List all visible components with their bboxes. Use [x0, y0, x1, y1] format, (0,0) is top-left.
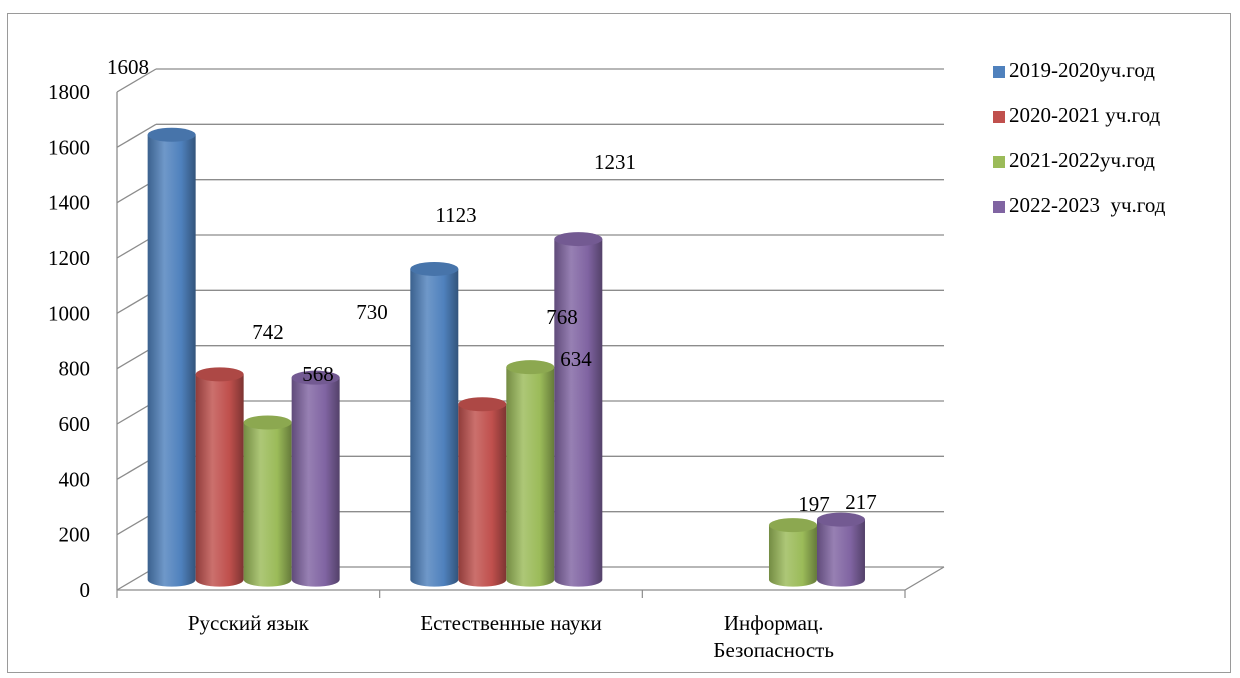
y-tick-label: 1200 — [48, 246, 90, 270]
bar-top — [147, 127, 196, 142]
bar-top — [458, 397, 507, 412]
data-label: 197 — [798, 492, 830, 516]
data-label: 1231 — [594, 150, 636, 174]
bar-body — [768, 525, 817, 587]
y-tick-label: 1400 — [48, 191, 90, 215]
data-label: 568 — [302, 362, 334, 386]
legend-swatch — [993, 201, 1005, 213]
bar-top — [291, 370, 340, 385]
bar-body — [458, 404, 507, 587]
y-tick-label: 200 — [59, 523, 91, 547]
axis-layer: 0 200 400 600 800 1000 1200 1400 1600 1800 Русский… — [48, 80, 906, 662]
y-tick-label: 600 — [59, 412, 91, 436]
x-tick-label: Безопасность — [713, 638, 834, 662]
legend-swatch — [993, 111, 1005, 123]
y-tick-label: 800 — [59, 357, 91, 381]
y-tick-label: 400 — [59, 467, 91, 491]
x-tick-label: Естественные науки — [420, 611, 601, 635]
bar-body — [195, 374, 244, 587]
data-label: 217 — [845, 490, 877, 514]
bar — [458, 397, 507, 587]
data-label: 634 — [560, 347, 592, 371]
bar — [147, 127, 196, 587]
y-tick-label: 0 — [80, 578, 91, 602]
chart-frame: 0 200 400 600 800 1000 1200 1400 1600 1800 Русский… — [7, 13, 1231, 673]
bar — [506, 360, 555, 587]
bar — [768, 518, 817, 587]
bar-top — [243, 415, 292, 430]
bar-body — [816, 519, 865, 587]
bar-top — [506, 360, 555, 375]
data-label: 742 — [252, 320, 284, 344]
legend: 2019-2020уч.год 2020-2021 уч.год 2021-2022… — [993, 58, 1166, 217]
bar-top — [195, 367, 244, 382]
bar-top — [410, 261, 459, 276]
data-label: 1608 — [107, 55, 149, 79]
bar — [410, 261, 459, 587]
data-label: 730 — [356, 300, 388, 324]
bar — [291, 370, 340, 587]
bar-body — [291, 377, 340, 587]
legend-label: 2021-2022уч.год — [1009, 148, 1155, 172]
y-tick-label: 1000 — [48, 301, 90, 325]
bar-body — [506, 367, 555, 587]
bar-body — [554, 239, 603, 587]
gridline-depth — [116, 123, 157, 148]
label-layer: 1608 742 568 730 1123 634 768 1231 197 217 — [107, 55, 877, 516]
bar — [816, 512, 865, 587]
data-label: 768 — [546, 305, 578, 329]
y-tick-label: 1600 — [48, 135, 90, 159]
bar-layer — [147, 127, 865, 587]
legend-swatch — [993, 156, 1005, 168]
legend-label: 2020-2021 уч.год — [1009, 103, 1161, 127]
bar-top — [816, 512, 865, 527]
legend-label: 2022-2023 уч.год — [1009, 193, 1166, 217]
x-tick-label: Русский язык — [188, 611, 310, 635]
legend-label: 2019-2020уч.год — [1009, 58, 1155, 82]
bar-body — [147, 134, 196, 587]
bar-top — [768, 518, 817, 533]
bar-body — [243, 422, 292, 587]
gridline-depth — [116, 68, 157, 93]
bar — [243, 415, 292, 587]
bar — [195, 367, 244, 587]
bar-chart: 0 200 400 600 800 1000 1200 1400 1600 1800 Русский… — [48, 55, 1166, 662]
legend-swatch — [993, 66, 1005, 78]
data-label: 1123 — [435, 203, 476, 227]
y-tick-label: 1800 — [48, 80, 90, 104]
x-tick-label: Информац. — [724, 611, 824, 635]
bar — [554, 232, 603, 587]
bar-top — [554, 232, 603, 247]
bar-body — [410, 268, 459, 587]
